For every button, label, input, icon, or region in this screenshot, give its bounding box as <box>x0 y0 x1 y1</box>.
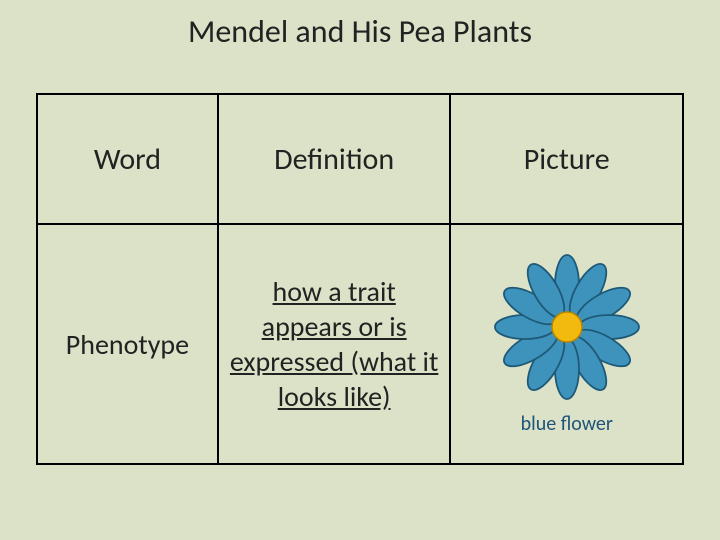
flower-caption: blue flower <box>521 412 613 436</box>
definition-text: how a trait appears or is expressed (wha… <box>225 274 444 414</box>
flower-wrap: blue flower <box>457 252 676 436</box>
page-title: Mendel and His Pea Plants <box>0 0 720 69</box>
table-row: Phenotype how a trait appears or is expr… <box>37 224 683 464</box>
cell-word: Phenotype <box>37 224 218 464</box>
vocab-table: Word Definition Picture Phenotype how a … <box>36 93 684 465</box>
cell-definition: how a trait appears or is expressed (wha… <box>218 224 451 464</box>
col-header-definition: Definition <box>218 94 451 224</box>
col-header-word: Word <box>37 94 218 224</box>
table-header-row: Word Definition Picture <box>37 94 683 224</box>
vocab-table-wrap: Word Definition Picture Phenotype how a … <box>36 93 684 465</box>
flower-icon <box>492 252 642 402</box>
cell-picture: blue flower <box>450 224 683 464</box>
col-header-picture: Picture <box>450 94 683 224</box>
